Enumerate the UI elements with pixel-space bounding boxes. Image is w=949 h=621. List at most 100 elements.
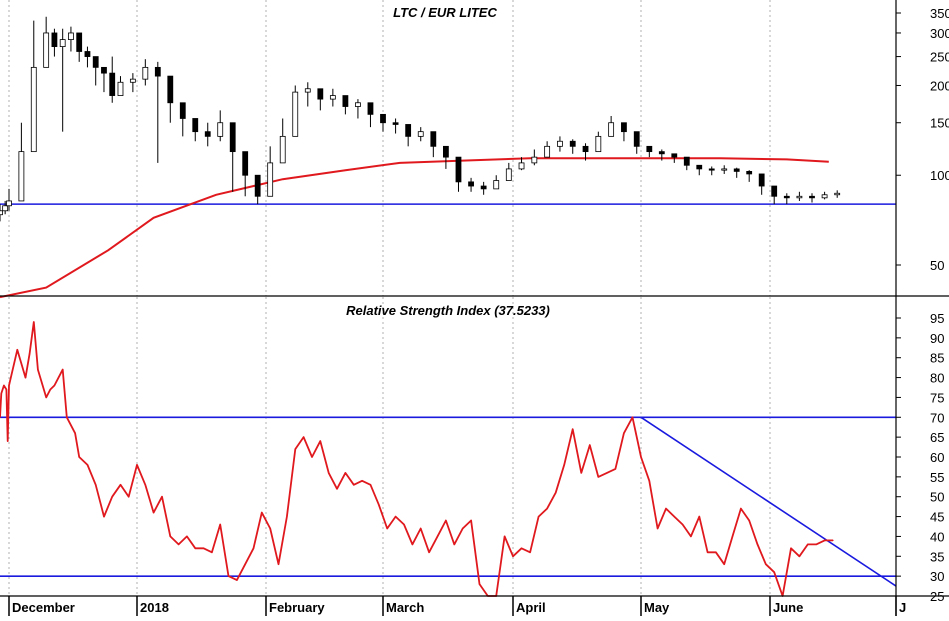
rsi-point-103 xyxy=(798,555,801,557)
rsi-point-65 xyxy=(478,583,481,585)
price-ytick-label-3: 200 xyxy=(930,78,949,93)
candle-body-18 xyxy=(167,75,174,104)
candle-body-0 xyxy=(0,210,3,216)
candle-body-64 xyxy=(746,171,753,175)
rsi-point-34 xyxy=(219,523,221,526)
rsi-ytick-label-4: 45 xyxy=(930,510,944,525)
rsi-point-36 xyxy=(236,579,238,581)
candle-body-46 xyxy=(518,162,525,170)
candle-body-54 xyxy=(621,122,627,133)
rsi-point-32 xyxy=(203,547,205,549)
candle-body-35 xyxy=(380,113,386,124)
candle-body-30 xyxy=(317,88,324,100)
candle-body-60 xyxy=(696,164,703,170)
rsi-point-57 xyxy=(411,543,413,546)
rsi-point-48 xyxy=(336,488,338,490)
rsi-point-75 xyxy=(563,464,565,466)
rsi-point-37 xyxy=(244,563,246,565)
candle-body-47 xyxy=(531,156,538,164)
candle-body-11 xyxy=(92,56,99,68)
candle-body-2 xyxy=(6,200,12,207)
candle-body-19 xyxy=(179,102,186,119)
rsi-point-105 xyxy=(815,543,817,546)
rsi-point-98 xyxy=(756,543,759,546)
rsi-point-0 xyxy=(0,416,1,418)
rsi-point-56 xyxy=(403,523,405,526)
rsi-point-21 xyxy=(111,496,113,498)
candle-body-68 xyxy=(796,195,803,199)
rsi-ytick-label-9: 70 xyxy=(930,410,944,425)
rsi-point-20 xyxy=(103,516,105,518)
rsi-point-19 xyxy=(95,484,97,486)
candle-body-31 xyxy=(329,95,336,100)
rsi-point-76 xyxy=(572,428,574,430)
rsi-point-77 xyxy=(580,472,582,474)
rsi-point-53 xyxy=(378,504,380,506)
candle-body-36 xyxy=(392,122,399,125)
candle-body-25 xyxy=(254,174,261,197)
candle-body-33 xyxy=(355,102,361,107)
rsi-point-71 xyxy=(529,551,531,553)
rsi-ytick-label-8: 65 xyxy=(930,430,944,445)
rsi-point-50 xyxy=(353,484,355,486)
x-tick-label-2: February xyxy=(269,600,325,615)
rsi-point-51 xyxy=(361,480,363,482)
rsi-point-61 xyxy=(445,519,447,522)
candle-body-51 xyxy=(582,145,589,153)
candle-body-29 xyxy=(304,88,311,93)
rsi-point-24 xyxy=(136,464,138,466)
rsi-point-5 xyxy=(8,384,10,387)
rsi-point-88 xyxy=(673,516,675,518)
candle-body-3 xyxy=(18,151,25,202)
candle-body-61 xyxy=(708,168,715,171)
candle-body-14 xyxy=(117,81,124,96)
price-ytick-label-2: 150 xyxy=(930,116,949,131)
rsi-point-97 xyxy=(748,519,750,522)
rsi-point-62 xyxy=(453,543,455,546)
rsi-ytick-label-11: 80 xyxy=(930,371,944,386)
rsi-ytick-label-0: 25 xyxy=(930,589,944,604)
rsi-ytick-label-14: 95 xyxy=(930,311,944,326)
candle-body-16 xyxy=(142,66,149,80)
rsi-point-104 xyxy=(807,543,809,546)
rsi-point-25 xyxy=(144,484,146,486)
candle-body-39 xyxy=(430,131,437,147)
rsi-ytick-label-2: 35 xyxy=(930,549,944,564)
x-tick-label-3: March xyxy=(386,600,424,615)
candle-body-1 xyxy=(2,205,9,212)
rsi-point-49 xyxy=(344,472,346,474)
rsi-point-43 xyxy=(294,448,296,450)
candle-body-58 xyxy=(671,153,678,158)
rsi-point-100 xyxy=(773,571,775,573)
candle-body-71 xyxy=(834,192,841,196)
candle-body-69 xyxy=(809,195,815,199)
rsi-point-102 xyxy=(790,547,792,549)
rsi-point-4 xyxy=(7,440,9,442)
candle-body-42 xyxy=(468,181,474,187)
rsi-chart-title: Relative Strength Index (37.5233) xyxy=(346,303,550,318)
rsi-point-85 xyxy=(648,480,650,482)
rsi-point-29 xyxy=(178,543,180,546)
rsi-point-73 xyxy=(546,508,548,510)
rsi-point-11 xyxy=(45,396,47,398)
candle-body-49 xyxy=(557,140,563,147)
rsi-point-69 xyxy=(512,555,514,557)
x-tick-label-6: June xyxy=(773,600,803,615)
rsi-point-95 xyxy=(731,535,734,538)
rsi-ytick-label-13: 90 xyxy=(930,331,944,346)
rsi-point-35 xyxy=(227,575,230,577)
rsi-point-8 xyxy=(29,353,31,355)
rsi-point-30 xyxy=(186,535,188,538)
candle-body-53 xyxy=(608,122,615,137)
rsi-point-78 xyxy=(589,444,591,446)
candle-body-8 xyxy=(68,32,74,41)
rsi-point-58 xyxy=(420,527,422,530)
rsi-point-52 xyxy=(369,484,372,486)
candle-body-9 xyxy=(76,32,83,52)
rsi-point-92 xyxy=(707,551,709,553)
x-tick-label-7: J xyxy=(899,600,906,615)
candle-body-37 xyxy=(405,124,412,137)
rsi-point-96 xyxy=(740,508,742,510)
